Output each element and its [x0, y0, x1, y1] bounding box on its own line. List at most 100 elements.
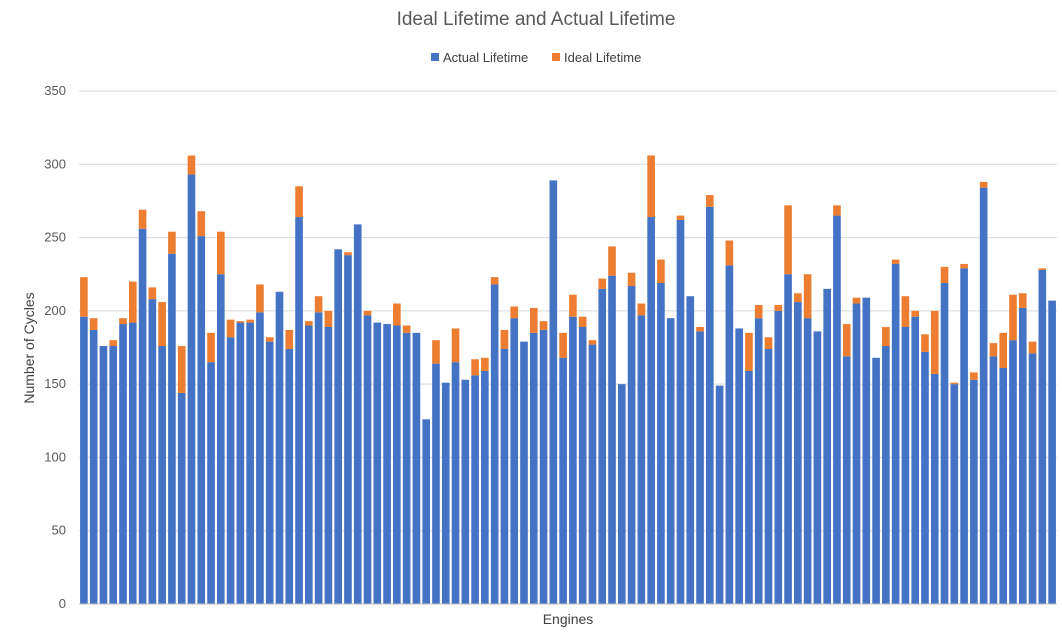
bar-actual-lifetime — [119, 324, 127, 604]
bar-ideal-lifetime — [754, 304, 763, 319]
bar-ideal-lifetime — [676, 215, 685, 220]
bar-actual-lifetime — [99, 346, 108, 604]
bar-actual-lifetime — [872, 357, 880, 604]
y-tick-label: 350 — [44, 83, 66, 98]
bar-actual-lifetime — [1048, 300, 1056, 604]
bar-actual-lifetime — [657, 283, 665, 604]
bar-ideal-lifetime — [236, 321, 245, 323]
bar-actual-lifetime — [256, 312, 264, 604]
bar-ideal-lifetime — [1018, 293, 1027, 308]
bar-ideal-lifetime — [764, 337, 773, 349]
bar-ideal-lifetime — [979, 181, 988, 188]
bar-actual-lifetime — [207, 362, 215, 604]
bar-actual-lifetime — [422, 419, 431, 604]
bar-actual-lifetime — [334, 249, 342, 605]
bar-actual-lifetime — [246, 322, 254, 604]
bar-actual-lifetime — [138, 228, 147, 604]
bar-ideal-lifetime — [226, 319, 235, 338]
bar-actual-lifetime — [481, 370, 489, 604]
bar-actual-lifetime — [813, 331, 822, 604]
bar-ideal-lifetime — [246, 319, 254, 323]
bar-actual-lifetime — [979, 187, 988, 605]
bar-actual-lifetime — [950, 384, 959, 604]
bar-actual-lifetime — [177, 392, 186, 604]
bar-actual-lifetime — [471, 375, 479, 604]
bar-actual-lifetime — [598, 288, 607, 604]
bar-actual-lifetime — [676, 219, 685, 605]
bar-ideal-lifetime — [608, 246, 616, 276]
bar-actual-lifetime — [930, 373, 939, 604]
bar-ideal-lifetime — [432, 340, 440, 364]
bar-actual-lifetime — [862, 297, 871, 604]
y-tick-label: 300 — [44, 156, 66, 171]
bar-ideal-lifetime — [784, 205, 792, 275]
bar-ideal-lifetime — [168, 231, 176, 254]
bar-ideal-lifetime — [265, 337, 274, 342]
legend-swatch-ideal — [552, 53, 560, 61]
bar-actual-lifetime — [833, 215, 841, 604]
bar-ideal-lifetime — [1009, 294, 1017, 341]
bar-ideal-lifetime — [657, 259, 665, 284]
bar-ideal-lifetime — [921, 334, 929, 352]
bar-actual-lifetime — [715, 385, 724, 604]
legend-label-actual: Actual Lifetime — [443, 50, 528, 65]
bar-actual-lifetime — [559, 357, 567, 604]
bar-actual-lifetime — [588, 344, 597, 604]
bar-actual-lifetime — [911, 316, 920, 604]
bar-ideal-lifetime — [305, 321, 313, 326]
bar-ideal-lifetime — [451, 328, 460, 363]
bar-actual-lifetime — [275, 291, 284, 604]
bar-ideal-lifetime — [344, 252, 352, 256]
bar-actual-lifetime — [852, 303, 861, 604]
bar-ideal-lifetime — [833, 205, 841, 216]
bar-ideal-lifetime — [89, 318, 98, 330]
bar-ideal-lifetime — [1038, 268, 1047, 270]
bar-actual-lifetime — [168, 253, 176, 604]
bar-actual-lifetime — [608, 275, 616, 604]
y-tick-label: 50 — [52, 523, 66, 538]
bar-actual-lifetime — [344, 255, 352, 604]
bar-ideal-lifetime — [187, 155, 196, 175]
bar-ideal-lifetime — [295, 186, 303, 218]
bar-ideal-lifetime — [842, 324, 851, 357]
bar-ideal-lifetime — [207, 332, 215, 363]
bar-actual-lifetime — [441, 382, 450, 604]
bar-actual-lifetime — [373, 322, 382, 604]
bar-ideal-lifetime — [158, 302, 166, 347]
bar-actual-lifetime — [461, 379, 470, 604]
bar-ideal-lifetime — [80, 277, 88, 317]
bar-ideal-lifetime — [217, 231, 225, 275]
bar-ideal-lifetime — [930, 310, 939, 374]
bar-actual-lifetime — [432, 363, 440, 604]
y-tick-label: 0 — [59, 596, 66, 611]
bar-ideal-lifetime — [393, 303, 401, 326]
bar-actual-lifetime — [549, 180, 558, 604]
bar-actual-lifetime — [970, 379, 978, 604]
y-tick-label: 100 — [44, 449, 66, 464]
bar-actual-lifetime — [80, 316, 88, 604]
bar-actual-lifetime — [794, 302, 802, 604]
bar-ideal-lifetime — [725, 240, 734, 266]
legend-swatch-actual — [431, 53, 439, 61]
bar-actual-lifetime — [109, 346, 118, 604]
bar-ideal-lifetime — [119, 318, 127, 325]
bar-actual-lifetime — [1028, 353, 1037, 604]
bar-actual-lifetime — [383, 324, 391, 604]
bar-actual-lifetime — [921, 351, 929, 604]
legend: Actual Lifetime Ideal Lifetime — [431, 50, 641, 65]
bar-ideal-lifetime — [696, 326, 704, 332]
bar-actual-lifetime — [637, 315, 646, 604]
bar-ideal-lifetime — [197, 211, 206, 237]
bar-actual-lifetime — [217, 274, 225, 604]
bar-ideal-lifetime — [138, 209, 147, 229]
bar-actual-lifetime — [226, 337, 235, 604]
y-tick-label: 200 — [44, 303, 66, 318]
bar-ideal-lifetime — [471, 359, 479, 376]
bar-actual-lifetime — [617, 384, 626, 604]
bar-actual-lifetime — [393, 325, 401, 604]
bar-ideal-lifetime — [803, 274, 812, 319]
bar-ideal-lifetime — [559, 332, 567, 358]
bar-actual-lifetime — [940, 283, 949, 604]
bar-actual-lifetime — [1009, 340, 1017, 604]
bar-actual-lifetime — [490, 284, 499, 604]
